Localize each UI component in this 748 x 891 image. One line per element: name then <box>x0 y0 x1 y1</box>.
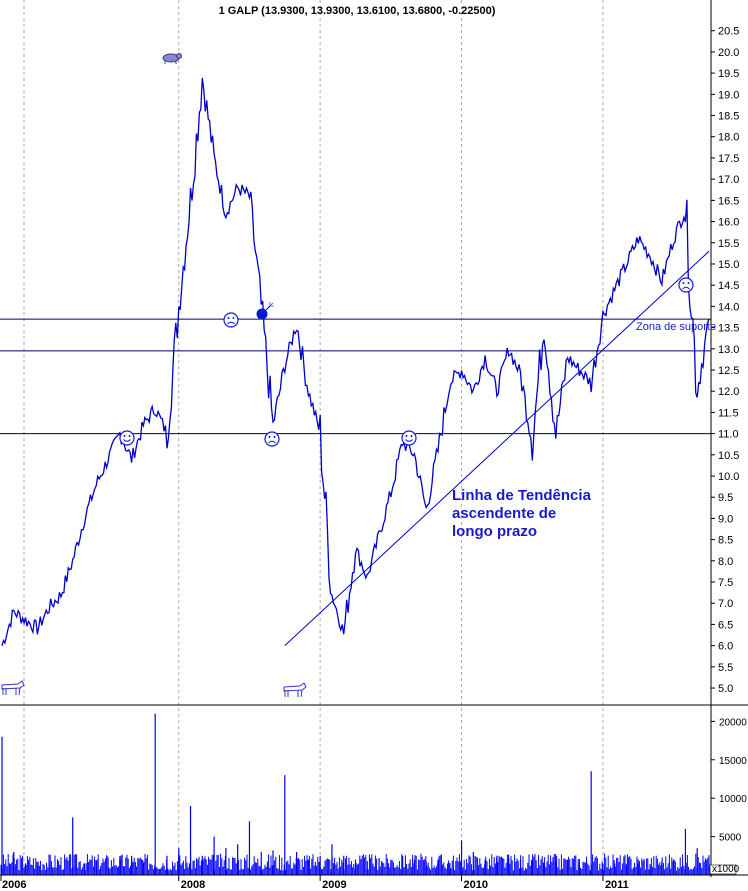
y-tick-label: 19.5 <box>718 68 739 80</box>
volume-tick-label: 15000 <box>719 756 747 767</box>
smiley-sad-icon <box>223 312 239 328</box>
bull-icon <box>283 682 307 698</box>
y-tick-label: 15.5 <box>718 238 739 250</box>
y-tick-label: 11.5 <box>718 407 739 419</box>
smiley-happy-icon <box>119 430 135 446</box>
y-tick-label: 7.5 <box>718 577 733 589</box>
volume-tick-label: 5000 <box>719 833 742 844</box>
y-tick-label: 14.5 <box>718 280 739 292</box>
y-tick-label: 7.0 <box>718 598 733 610</box>
y-tick-label: 18.0 <box>718 132 739 144</box>
price-series-line <box>1 77 710 646</box>
y-tick-label: 15.0 <box>718 259 739 271</box>
y-tick-label: 12.0 <box>718 386 739 398</box>
bear-icon <box>162 53 182 64</box>
y-tick-label: 6.0 <box>718 641 733 653</box>
x-tick-label: 2010 <box>464 879 488 891</box>
smiley-happy-icon <box>401 430 417 446</box>
volume-unit-box <box>709 864 737 875</box>
trend-annotation-line3: longo prazo <box>452 523 537 540</box>
y-tick-label: 14.0 <box>718 301 739 313</box>
bomb-icon <box>256 302 274 320</box>
y-tick-label: 9.0 <box>718 513 733 525</box>
smiley-sad-icon <box>264 431 280 447</box>
y-tick-label: 18.5 <box>718 111 739 123</box>
y-tick-label: 12.5 <box>718 365 739 377</box>
volume-tick-label: 10000 <box>719 794 747 805</box>
y-tick-label: 5.0 <box>718 683 733 695</box>
y-tick-label: 16.5 <box>718 195 739 207</box>
trend-annotation-line1: Linha de Tendência <box>452 487 592 504</box>
x-tick-label: 2006 <box>2 879 26 891</box>
volume-tick-label: 20000 <box>719 717 747 728</box>
y-tick-label: 17.5 <box>718 153 739 165</box>
y-tick-label: 5.5 <box>718 662 733 674</box>
y-tick-label: 19.0 <box>718 89 739 101</box>
y-tick-label: 11.0 <box>718 429 739 441</box>
y-tick-label: 13.0 <box>718 344 739 356</box>
x-tick-label: 2009 <box>322 879 346 891</box>
support-zone-label: Zona de suporte <box>636 321 716 333</box>
y-tick-label: 10.5 <box>718 450 739 462</box>
x-tick-label: 2011 <box>605 879 629 891</box>
x-tick-label: 2008 <box>181 879 205 891</box>
y-tick-label: 10.0 <box>718 471 739 483</box>
y-tick-label: 17.0 <box>718 174 739 186</box>
y-tick-label: 8.5 <box>718 535 733 547</box>
y-tick-label: 20.0 <box>718 47 739 59</box>
y-tick-label: 9.5 <box>718 492 733 504</box>
y-tick-label: 6.5 <box>718 619 733 631</box>
y-tick-label: 20.5 <box>718 26 739 38</box>
y-tick-label: 13.5 <box>718 323 739 335</box>
long-term-trend-line <box>284 250 710 646</box>
chart-title: 1 GALP (13.9300, 13.9300, 13.6100, 13.68… <box>219 5 496 17</box>
y-tick-label: 8.0 <box>718 556 733 568</box>
y-tick-label: 16.0 <box>718 217 739 229</box>
smiley-sad-icon <box>678 277 694 293</box>
trend-annotation-line2: ascendente de <box>452 505 556 522</box>
bull-icon <box>1 680 25 696</box>
volume-unit-label: x1000 <box>712 864 740 875</box>
